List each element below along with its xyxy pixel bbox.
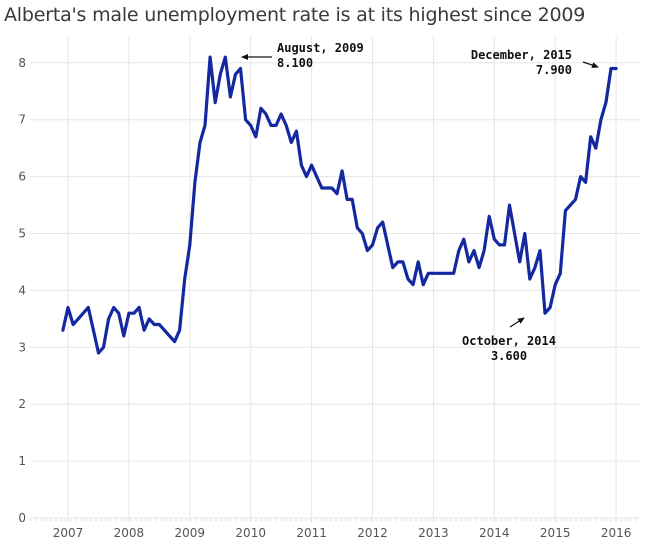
annotation-label: October, 2014 — [462, 334, 556, 348]
y-axis: 0 1 2 3 4 5 6 7 8 — [18, 56, 26, 525]
annotation-oct-2014: October, 2014 3.600 — [462, 317, 556, 363]
x-tick-label: 2009 — [175, 526, 206, 540]
annotation-label: August, 2009 — [277, 41, 364, 55]
y-tick-label: 6 — [18, 170, 26, 184]
x-tick-label: 2013 — [418, 526, 449, 540]
annotation-dec-2015: December, 2015 7.900 — [471, 48, 599, 77]
y-tick-label: 4 — [18, 283, 26, 297]
x-tick-label: 2007 — [53, 526, 84, 540]
x-tick-label: 2010 — [235, 526, 266, 540]
annotation-label: December, 2015 — [471, 48, 572, 62]
x-axis: 2007 2008 2009 2010 2011 2012 2013 2014 2015 2016 — [30, 519, 640, 540]
y-tick-label: 8 — [18, 56, 26, 70]
x-tick-label: 2008 — [114, 526, 145, 540]
y-tick-label: 7 — [18, 113, 26, 127]
chart-title: Alberta's male unemployment rate is at i… — [4, 4, 586, 26]
annotation-value: 7.900 — [536, 63, 572, 77]
arrow-icon — [582, 61, 599, 68]
y-tick-label: 0 — [18, 511, 26, 525]
gridlines — [30, 36, 640, 522]
unemployment-rate-line — [61, 55, 618, 355]
y-tick-label: 1 — [18, 454, 26, 468]
annotation-value: 8.100 — [277, 56, 313, 70]
arrow-icon — [509, 317, 525, 328]
x-tick-label: 2016 — [601, 526, 632, 540]
x-tick-label: 2011 — [296, 526, 327, 540]
y-tick-label: 3 — [18, 340, 26, 354]
annotation-aug-2009: August, 2009 8.100 — [241, 41, 364, 70]
annotation-value: 3.600 — [491, 349, 527, 363]
x-tick-label: 2015 — [540, 526, 571, 540]
y-tick-label: 5 — [18, 227, 26, 241]
x-tick-label: 2012 — [357, 526, 388, 540]
y-tick-label: 2 — [18, 397, 26, 411]
x-tick-label: 2014 — [479, 526, 510, 540]
